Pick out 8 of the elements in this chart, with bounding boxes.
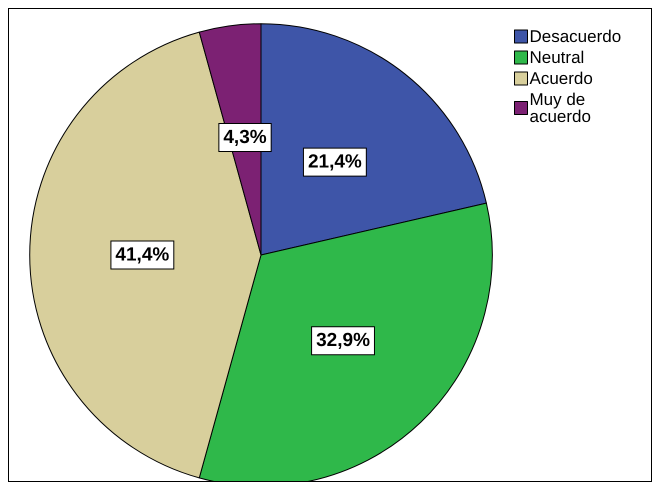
legend-label: Desacuerdo (530, 27, 622, 46)
data-label: 21,4% (308, 152, 362, 173)
data-label: 41,4% (115, 244, 170, 266)
legend-label: Acuerdo (530, 69, 593, 88)
legend-label: Neutral (530, 48, 584, 67)
data-label: 4,3% (223, 126, 267, 148)
data-label: 32,9% (316, 330, 370, 352)
legend-label: Muy de acuerdo (530, 90, 591, 126)
